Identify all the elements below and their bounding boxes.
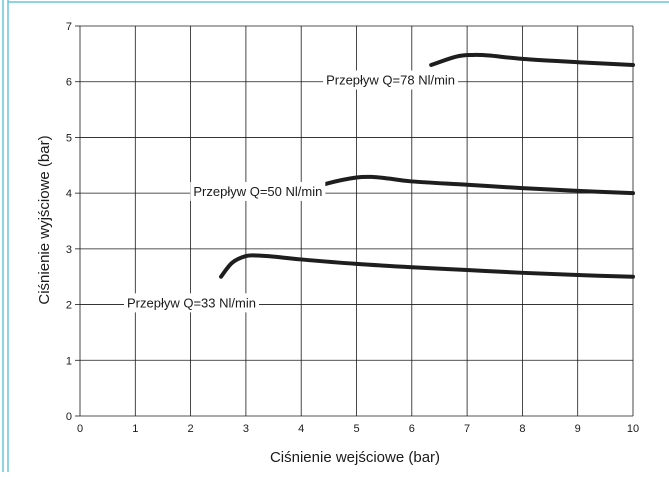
series-label-background: [190, 181, 326, 201]
y-tick-label: 0: [66, 411, 72, 423]
x-axis-title: Ciśnienie wejściowe (bar): [270, 449, 440, 466]
series-label-background: [323, 70, 459, 90]
y-tick-label: 2: [66, 300, 72, 312]
x-tick-label: 5: [353, 423, 359, 435]
x-tick-label: 4: [298, 423, 304, 435]
y-axis-title: Ciśnienie wyjściowe (bar): [36, 135, 53, 304]
y-tick-label: 3: [66, 244, 72, 256]
x-tick-label: 1: [132, 423, 138, 435]
series-label-0: Przepływ Q=33 Nl/min: [127, 295, 256, 310]
grid: [75, 25, 634, 417]
y-tick-label: 7: [66, 21, 72, 33]
x-tick-label: 3: [243, 423, 249, 435]
series-label-1: Przepływ Q=50 Nl/min: [193, 184, 322, 199]
x-tick-label: 6: [409, 423, 415, 435]
x-tick-label: 8: [519, 423, 525, 435]
series-line-1: [299, 174, 635, 196]
y-tick-label: 5: [66, 132, 72, 144]
x-tick-label: 9: [575, 423, 581, 435]
y-tick-label: 1: [66, 355, 72, 367]
series-line-0: [219, 253, 635, 279]
series-labels: Przepływ Q=33 Nl/min Przepływ Q=50 Nl/min…: [124, 70, 459, 313]
series-label-2: Przepływ Q=78 Nl/min: [326, 73, 455, 88]
y-tick-label: 4: [66, 188, 72, 200]
x-tick-label: 0: [77, 423, 83, 435]
y-tick-label: 6: [66, 77, 72, 89]
series-label-background: [124, 293, 259, 313]
x-tick-label: 2: [188, 423, 194, 435]
tick-labels: 0 1 2 3 4 5 6 7 8 9 10 0 1 2 3 4 5 6 7: [66, 21, 639, 435]
x-tick-label: 7: [464, 423, 470, 435]
series-line-2: [429, 52, 635, 67]
series-group: [219, 52, 635, 279]
x-tick-label: 10: [627, 423, 639, 435]
